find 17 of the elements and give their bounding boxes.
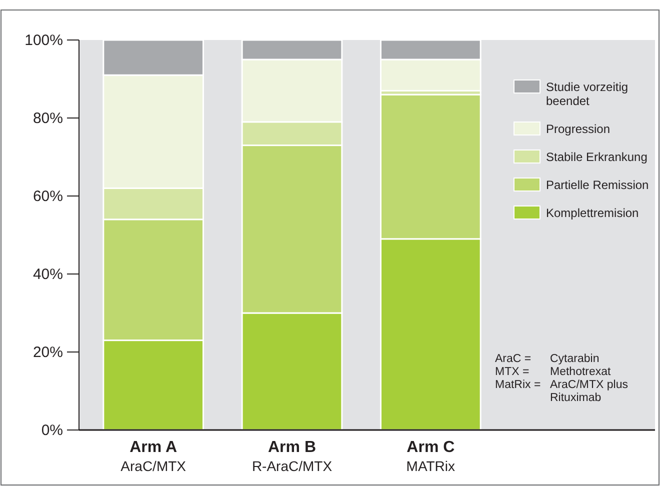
y-tick-label: 0% (41, 422, 63, 439)
legend-label: Komplettremision (546, 206, 639, 220)
y-tick-label: 100% (24, 32, 63, 49)
y-tick-label: 60% (32, 188, 63, 205)
text: MTX = Methotrexat (495, 366, 611, 378)
y-tick-label: 40% (32, 266, 63, 283)
legend-label: Stabile Erkrankung (546, 150, 648, 164)
legend-label: Studie vorzeitig beendet (546, 80, 628, 108)
y-tick-label: 80% (32, 110, 63, 127)
x-tick-label: Arm A AraC/MTX (120, 439, 187, 474)
annotation: MatRix = AraC/MTX plus Rituximab (495, 379, 628, 404)
text: AraC = Cytarabin (495, 353, 600, 365)
x-tick-label: Arm C MATRix (406, 439, 456, 474)
x-tick-label: Arm B R-AraC/MTX (252, 439, 333, 474)
y-tick-label: 20% (32, 344, 63, 361)
legend-label: Partielle Remission (546, 178, 649, 192)
legend-label: Progression (546, 122, 610, 136)
